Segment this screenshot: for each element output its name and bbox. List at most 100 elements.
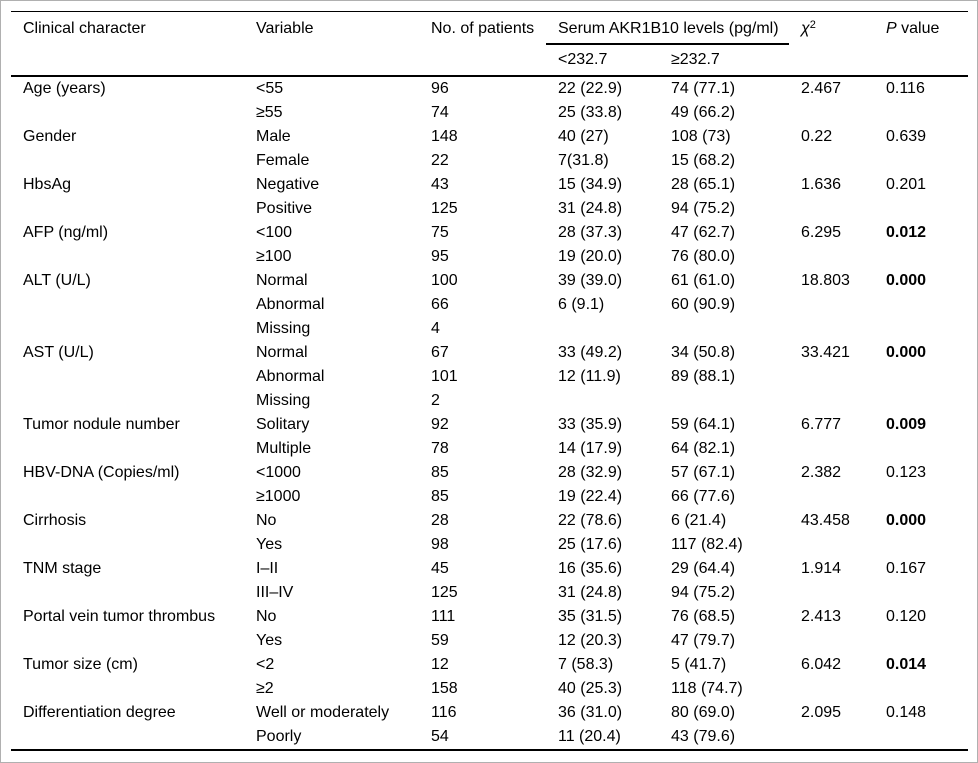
- cell-clinical: ALT (U/L): [23, 272, 91, 289]
- cell-clinical: [11, 629, 244, 653]
- cell-n: 74: [431, 104, 449, 121]
- cell-low: 16 (35.6): [558, 560, 623, 577]
- cell-variable: Female: [256, 152, 310, 169]
- cell-high: 80 (69.0): [671, 704, 736, 721]
- cell-n: 98: [431, 536, 449, 553]
- cell-p: [874, 581, 968, 605]
- cell-clinical: [11, 293, 244, 317]
- cell-low: 11 (20.4): [558, 728, 621, 745]
- cell-clinical: [11, 317, 244, 341]
- cell-chi: [789, 533, 874, 557]
- cell-low: 25 (17.6): [558, 536, 623, 553]
- cell-chi: [789, 437, 874, 461]
- table-row: HBV-DNA (Copies/ml) <1000 85 28 (32.9) 57 (6…: [11, 461, 968, 485]
- cell-clinical: Gender: [23, 128, 77, 145]
- cell-high: 94 (75.2): [671, 200, 736, 217]
- table-row: TNM stage I–II 45 16 (35.6) 29 (64.4) 1.914 0.…: [11, 557, 968, 581]
- cell-clinical: [11, 101, 244, 125]
- header-clinical-character: Clinical character: [23, 20, 146, 37]
- cell-chi: [789, 581, 874, 605]
- cell-clinical: Portal vein tumor thrombus: [23, 608, 216, 625]
- cell-variable: ≥55: [256, 104, 283, 121]
- cell-chi: 2.467: [801, 80, 842, 97]
- cell-high: 64 (82.1): [671, 440, 736, 457]
- cell-n: 125: [431, 584, 458, 601]
- cell-variable: Positive: [256, 200, 313, 217]
- table-row: ALT (U/L) Normal 100 39 (39.0) 61 (61.0) 18.8…: [11, 269, 968, 293]
- cell-variable: Well or moderately: [256, 704, 390, 721]
- cell-high: [659, 389, 789, 413]
- header-serum-akr1b10-group: Serum AKR1B10 levels (pg/ml): [546, 12, 789, 45]
- p-symbol: P: [886, 20, 897, 37]
- cell-n: 67: [431, 344, 449, 361]
- table-row: AFP (ng/ml) <100 75 28 (37.3) 47 (62.7) 6.295…: [11, 221, 968, 245]
- cell-n: 59: [431, 632, 449, 649]
- cell-n: 116: [431, 704, 457, 721]
- cell-high: 61 (61.0): [671, 272, 736, 289]
- cell-low: 33 (35.9): [558, 416, 623, 433]
- cell-chi: 2.382: [801, 464, 842, 481]
- table-top-rule: [11, 11, 968, 12]
- cell-high: 89 (88.1): [671, 368, 736, 385]
- cell-low: 22 (22.9): [558, 80, 623, 97]
- cell-high: 118 (74.7): [671, 680, 743, 697]
- cell-clinical: Differentiation degree: [23, 704, 176, 721]
- table-row: Portal vein tumor thrombus No 111 35 (31.5)…: [11, 605, 968, 629]
- cell-clinical: Tumor size (cm): [23, 656, 138, 673]
- cell-n: 66: [431, 296, 449, 313]
- chi-exponent: 2: [809, 19, 816, 31]
- cell-variable: Normal: [256, 344, 308, 361]
- cell-variable: Yes: [256, 536, 283, 553]
- table-row: Multiple 78 14 (17.9) 64 (82.1): [11, 437, 968, 461]
- cell-clinical: [11, 437, 244, 461]
- cell-high: 76 (68.5): [671, 608, 736, 625]
- header-p-value: P value: [874, 12, 968, 45]
- cell-clinical: HBV-DNA (Copies/ml): [23, 464, 180, 481]
- cell-n: 4: [431, 320, 440, 337]
- cell-p: [874, 629, 968, 653]
- cell-low: 35 (31.5): [558, 608, 623, 625]
- cell-n: 100: [431, 272, 458, 289]
- cell-chi: 6.295: [801, 224, 842, 241]
- cell-p: [874, 365, 968, 389]
- cell-variable: ≥100: [256, 248, 292, 265]
- cell-high: 60 (90.9): [671, 296, 736, 313]
- cell-high: 94 (75.2): [671, 584, 736, 601]
- cell-p: 0.167: [886, 560, 927, 577]
- cell-variable: Poorly: [256, 728, 302, 745]
- cell-high: 47 (79.7): [671, 632, 736, 649]
- cell-n: 125: [431, 200, 458, 217]
- cell-n: 92: [431, 416, 449, 433]
- table-row: Gender Male 148 40 (27) 108 (73) 0.22 0.639: [11, 125, 968, 149]
- table-row: Differentiation degree Well or moderately…: [11, 701, 968, 725]
- cell-chi: [789, 197, 874, 221]
- cell-high: 117 (82.4): [671, 536, 743, 553]
- cell-chi: [789, 677, 874, 701]
- chi-symbol: χ: [801, 20, 810, 37]
- cell-variable: III–IV: [256, 584, 294, 601]
- cell-high: 28 (65.1): [671, 176, 736, 193]
- cell-variable: ≥2: [256, 680, 274, 697]
- cell-low: 39 (39.0): [558, 272, 623, 289]
- table-row: Yes 98 25 (17.6) 117 (82.4): [11, 533, 968, 557]
- cell-high: 49 (66.2): [671, 104, 736, 121]
- table-body: Age (years) <55 96 22 (22.9) 74 (77.1) 2.467 0…: [11, 77, 968, 749]
- cell-p: [874, 101, 968, 125]
- table-row: Female 22 7(31.8) 15 (68.2): [11, 149, 968, 173]
- cell-variable: Negative: [256, 176, 320, 193]
- cell-low: 28 (32.9): [558, 464, 623, 481]
- cell-variable: Solitary: [256, 416, 310, 433]
- cell-low: 14 (17.9): [558, 440, 623, 457]
- cell-low: 22 (78.6): [558, 512, 623, 529]
- cell-chi: [789, 245, 874, 269]
- cell-clinical: [11, 245, 244, 269]
- cell-high: 5 (41.7): [671, 656, 727, 673]
- cell-p: 0.009: [886, 416, 927, 433]
- cell-variable: <2: [256, 656, 275, 673]
- subheader-spacer: [419, 45, 546, 75]
- cell-high: 34 (50.8): [671, 344, 736, 361]
- cell-clinical: Age (years): [23, 80, 106, 97]
- cell-high: 6 (21.4): [671, 512, 727, 529]
- cell-n: 85: [431, 488, 449, 505]
